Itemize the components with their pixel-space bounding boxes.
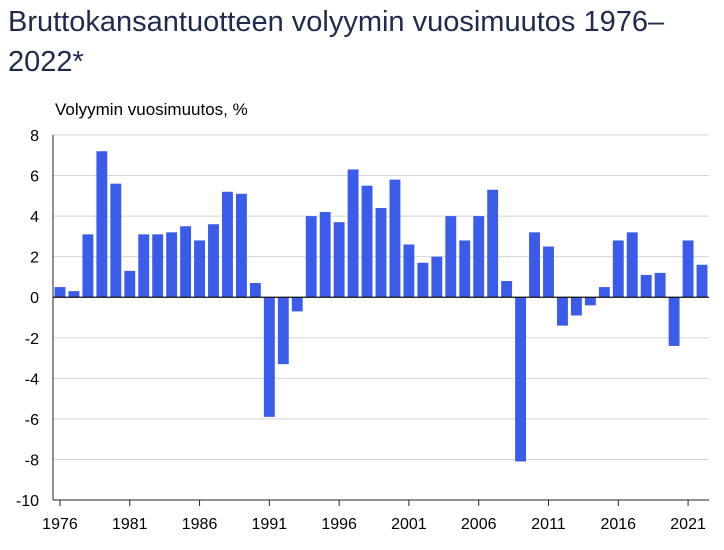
x-tick-label: 1996 xyxy=(321,516,357,533)
bar-1983 xyxy=(152,234,164,298)
bar-1985 xyxy=(180,226,192,298)
bar-1982 xyxy=(138,234,150,298)
bar-2012 xyxy=(557,297,568,326)
y-tick-labels: 8 6 4 2 0 -2 -4 -6 -8 -10 xyxy=(16,128,39,510)
bar-1980 xyxy=(110,183,122,298)
bar-2016 xyxy=(612,240,624,298)
bar-2022 xyxy=(696,264,708,298)
bar-1991 xyxy=(263,297,275,417)
y-tick-label: 8 xyxy=(30,128,39,145)
bar-1976 xyxy=(54,287,66,298)
bar-1989 xyxy=(235,193,247,298)
bar-2018 xyxy=(640,274,652,298)
bar-2007 xyxy=(487,189,499,298)
x-tick-labels: 1976 1981 1986 1991 1996 2001 2006 2011 2016 2021 xyxy=(42,516,706,533)
bar-1984 xyxy=(166,232,178,298)
x-tick-label: 1986 xyxy=(182,516,218,533)
x-tick-label: 1991 xyxy=(252,516,288,533)
bar-2006 xyxy=(473,216,485,298)
y-tick-label: -4 xyxy=(25,371,39,388)
x-tick-label: 2021 xyxy=(670,516,706,533)
bar-1999 xyxy=(375,208,387,298)
bar-1995 xyxy=(319,212,331,298)
bar-1987 xyxy=(208,224,219,298)
y-tick-label: 2 xyxy=(30,250,39,267)
x-tick-label: 2006 xyxy=(461,516,497,533)
y-tick-label: -8 xyxy=(25,452,39,469)
x-tick-label: 2011 xyxy=(531,516,566,533)
bar-1997 xyxy=(347,169,359,298)
bar-2003 xyxy=(431,256,443,298)
y-tick-label: 0 xyxy=(30,290,39,307)
bar-1992 xyxy=(277,297,289,365)
bar-1990 xyxy=(249,283,261,298)
bar-2009 xyxy=(515,297,527,462)
bar-2000 xyxy=(389,179,401,298)
y-tick-label: -6 xyxy=(25,412,39,429)
bar-2008 xyxy=(501,281,513,298)
bar-2002 xyxy=(417,262,429,298)
y-axis-label: Volyymin vuosimuutos, % xyxy=(55,100,248,119)
bar-1996 xyxy=(333,222,345,298)
bar-2010 xyxy=(529,232,540,298)
bar-1986 xyxy=(194,240,205,298)
bar-2020 xyxy=(668,297,680,346)
x-tick-label: 1976 xyxy=(42,516,78,533)
grid-lines xyxy=(53,134,709,501)
bar-2015 xyxy=(598,287,610,298)
bar-2013 xyxy=(570,297,582,316)
bar-1979 xyxy=(96,151,108,298)
axes xyxy=(52,135,709,506)
bar-2014 xyxy=(584,297,596,306)
bar-1977 xyxy=(68,291,80,298)
bar-1978 xyxy=(82,234,94,298)
bar-2004 xyxy=(445,216,457,298)
bar-2005 xyxy=(459,240,471,298)
y-tick-label: -10 xyxy=(16,493,39,510)
bar-1994 xyxy=(305,216,317,298)
bar-1993 xyxy=(291,297,303,312)
x-tick-label: 1981 xyxy=(112,516,148,533)
bar-1988 xyxy=(222,191,233,298)
y-tick-label: -2 xyxy=(25,331,39,348)
x-tick-label: 2016 xyxy=(600,516,636,533)
bar-2019 xyxy=(654,272,666,298)
bar-2017 xyxy=(626,232,638,298)
chart-title: Bruttokansantuotteen volyymin vuosimuuto… xyxy=(8,6,665,78)
y-tick-label: 4 xyxy=(30,209,39,226)
bar-2001 xyxy=(403,244,415,298)
bars xyxy=(54,151,708,462)
x-tick-label: 2001 xyxy=(391,516,427,533)
y-tick-label: 6 xyxy=(30,169,39,186)
bar-2021 xyxy=(682,240,694,298)
bar-2011 xyxy=(543,246,554,298)
bar-1998 xyxy=(361,185,373,298)
bar-1981 xyxy=(124,270,136,298)
